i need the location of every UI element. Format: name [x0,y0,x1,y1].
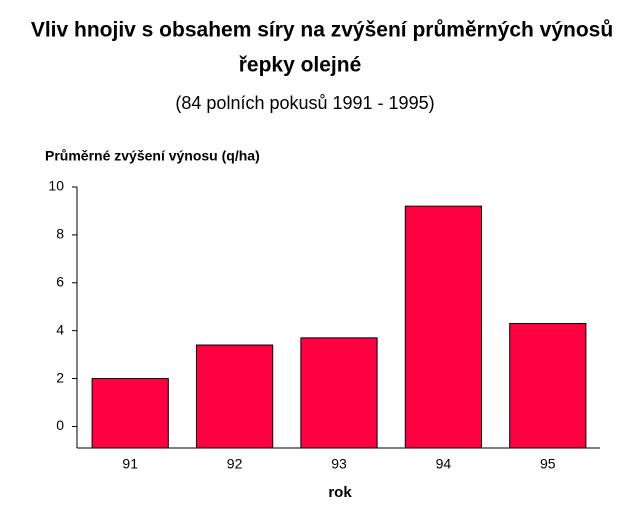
x-axis-label: rok [328,484,352,501]
y-tick-label: 10 [48,178,64,194]
chart-title: Vliv hnojiv s obsahem síry na zvýšení pr… [31,19,613,42]
y-tick-label: 0 [56,417,64,433]
x-tick-label: 94 [436,456,452,472]
chart-subtitle: (84 polních pokusů 1991 - 1995) [175,93,434,113]
bar [509,322,587,449]
x-tick-label: 95 [540,456,556,472]
chart-title-line2: řepky olejné [239,54,362,77]
y-tick-label: 4 [56,321,64,337]
x-tick-label: 91 [122,456,138,472]
bar [91,378,169,449]
y-tick-label: 2 [56,369,64,385]
y-tick-label: 6 [56,273,64,289]
x-tick-label: 92 [227,456,243,472]
bar [300,337,378,449]
y-tick-label: 8 [56,226,64,242]
x-tick-label: 93 [331,456,347,472]
y-axis-label: Průměrné zvýšení výnosu (q/ha) [45,148,260,164]
bar [404,205,483,449]
bar [195,344,274,449]
